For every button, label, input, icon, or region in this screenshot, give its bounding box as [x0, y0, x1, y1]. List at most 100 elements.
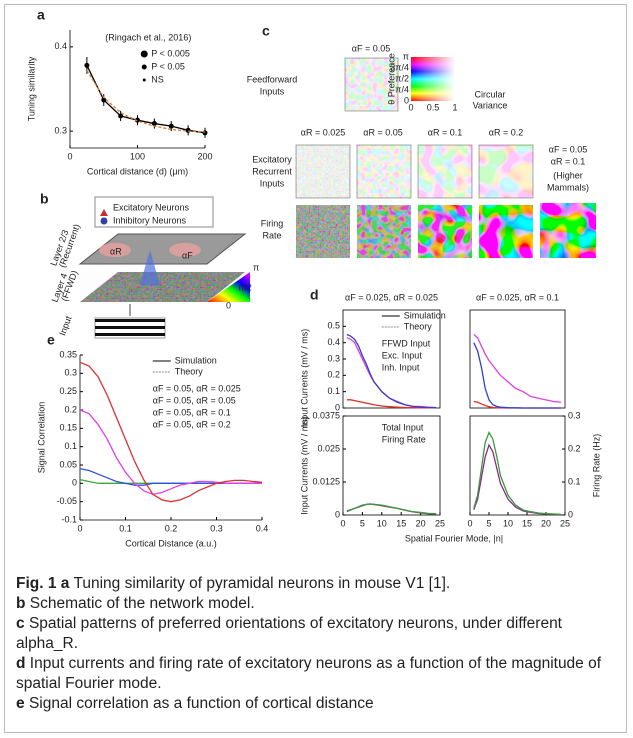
wheel-title: Circular	[474, 89, 505, 99]
grating-stripe	[95, 319, 165, 322]
row-label: Excitatory	[252, 154, 292, 164]
legend-text: Simulation	[175, 355, 217, 365]
panel-letter: a	[37, 7, 45, 23]
y2-tick-label: 0.2	[568, 443, 581, 453]
x-tick-label: 10	[503, 518, 513, 528]
series-line	[79, 409, 262, 496]
series-line	[86, 65, 206, 134]
legend-text: Excitatory Neurons	[113, 202, 190, 212]
legend-text: Inh. Input	[382, 362, 420, 372]
caption-letter: c	[16, 615, 25, 632]
data-point	[84, 62, 90, 68]
legend-text: Inhibitory Neurons	[113, 215, 187, 225]
x-tick-label: 0.4	[256, 523, 269, 533]
wheel-tick: 0	[404, 95, 409, 105]
caption-letter: e	[16, 695, 25, 712]
y-tick-label: 0.4	[327, 337, 340, 347]
x-tick-label: 25	[435, 518, 445, 528]
legend-text: P < 0.005	[151, 48, 190, 58]
y2-axis-label: Firing Rate (Hz)	[591, 434, 601, 498]
y-tick-label: 0.3	[54, 126, 67, 136]
x-tick-label: 25	[560, 518, 570, 528]
panel-letter: e	[47, 332, 55, 348]
pattern-image	[357, 205, 411, 258]
data-point	[135, 117, 140, 123]
row-label: Firing	[261, 218, 284, 228]
schematic-legend-box	[94, 196, 214, 228]
y-tick-label: 0.3	[64, 368, 77, 378]
x-tick-label: 200	[197, 151, 212, 161]
caption: Fig. 1 a Tuning similarity of pyramidal …	[16, 574, 620, 714]
wheel-title: θ Preference	[386, 53, 396, 105]
inhibitory-icon	[100, 217, 108, 225]
figure-frame	[4, 4, 627, 733]
x-tick-label: 20	[416, 518, 426, 528]
wheel-tick: 0.5	[427, 102, 440, 112]
caption-part: b Schematic of the network model.	[16, 594, 620, 614]
series-line	[346, 333, 437, 409]
y-tick-label: 0.3	[327, 353, 340, 363]
legend-text: NS	[151, 74, 164, 84]
y2-tick-label: 0	[568, 509, 573, 519]
pattern-image	[540, 203, 596, 258]
x-tick-label: 5	[360, 518, 365, 528]
pattern-veil	[357, 205, 411, 258]
y2-tick-label: 0.1	[568, 476, 581, 486]
caption-text: Schematic of the network model.	[29, 595, 255, 612]
series-line	[473, 400, 562, 409]
alpha-label: αF	[182, 250, 193, 260]
pattern-grid	[295, 144, 596, 258]
caption-text: Spatial patterns of preferred orientatio…	[16, 615, 562, 652]
data-point	[101, 97, 107, 103]
series-line	[473, 342, 562, 409]
y-tick-label: 0	[335, 402, 340, 412]
series-line	[473, 443, 562, 516]
input-grating	[94, 317, 166, 339]
data-point	[185, 127, 191, 133]
panel-letter: b	[40, 191, 49, 207]
caption-part: e Signal correlation as a function of co…	[16, 694, 620, 714]
row-label: Recurrent	[252, 166, 292, 176]
legend-text: αF = 0.05, αR = 0.2	[153, 419, 231, 429]
pattern-veil	[296, 205, 350, 258]
pattern-veil	[417, 144, 473, 199]
legend-text: αF = 0.05, αR = 0.1	[153, 407, 231, 417]
x-tick-label: 5	[486, 518, 491, 528]
x-tick-label: 0.2	[165, 523, 178, 533]
column-label: αR = 0.2	[489, 127, 523, 137]
colorbar-label: π/2	[238, 282, 252, 292]
x-axis-label: Cortical Distance (a.u.)	[125, 538, 217, 548]
caption-label: Fig. 1	[16, 575, 57, 592]
y-tick-label: 0.5	[327, 321, 340, 331]
pattern-image	[479, 205, 533, 258]
y-axis-label: Tuning similarity	[26, 56, 36, 121]
caption-letter: b	[16, 595, 26, 612]
legend-text: αF = 0.05, αR = 0.025	[153, 383, 241, 393]
x-tick-label: 20	[541, 518, 551, 528]
x-tick-label: 15	[522, 518, 532, 528]
grating-stripe	[95, 333, 165, 336]
y-tick-label: 0	[72, 478, 77, 488]
mammal-label: αF = 0.05	[549, 144, 587, 154]
mammal-label: αR = 0.1	[551, 156, 585, 166]
inhibitory-cone	[140, 250, 160, 285]
caption-part: d Input currents and firing rate of exci…	[16, 654, 620, 694]
legend-text: FFWD Input	[382, 338, 431, 348]
y-tick-label: -0.05	[56, 496, 77, 506]
grating-stripe	[95, 326, 165, 329]
series-line	[473, 334, 562, 403]
colorbar-label: 0	[226, 300, 231, 310]
column-label: αR = 0.025	[301, 127, 345, 137]
y-tick-label: 0.15	[59, 423, 77, 433]
y-tick-label: -0.1	[61, 514, 77, 524]
series-line	[473, 430, 562, 515]
caption-part: a Tuning similarity of pyramidal neurons…	[56, 575, 450, 592]
y-tick-label: 0.2	[64, 404, 77, 414]
series-line	[346, 399, 437, 409]
row-label: Inputs	[260, 86, 285, 96]
y-tick-label: 0.025	[317, 443, 340, 453]
chart-title: αF = 0.025, αR = 0.1	[476, 292, 559, 302]
legend-text: Theory	[175, 366, 204, 376]
